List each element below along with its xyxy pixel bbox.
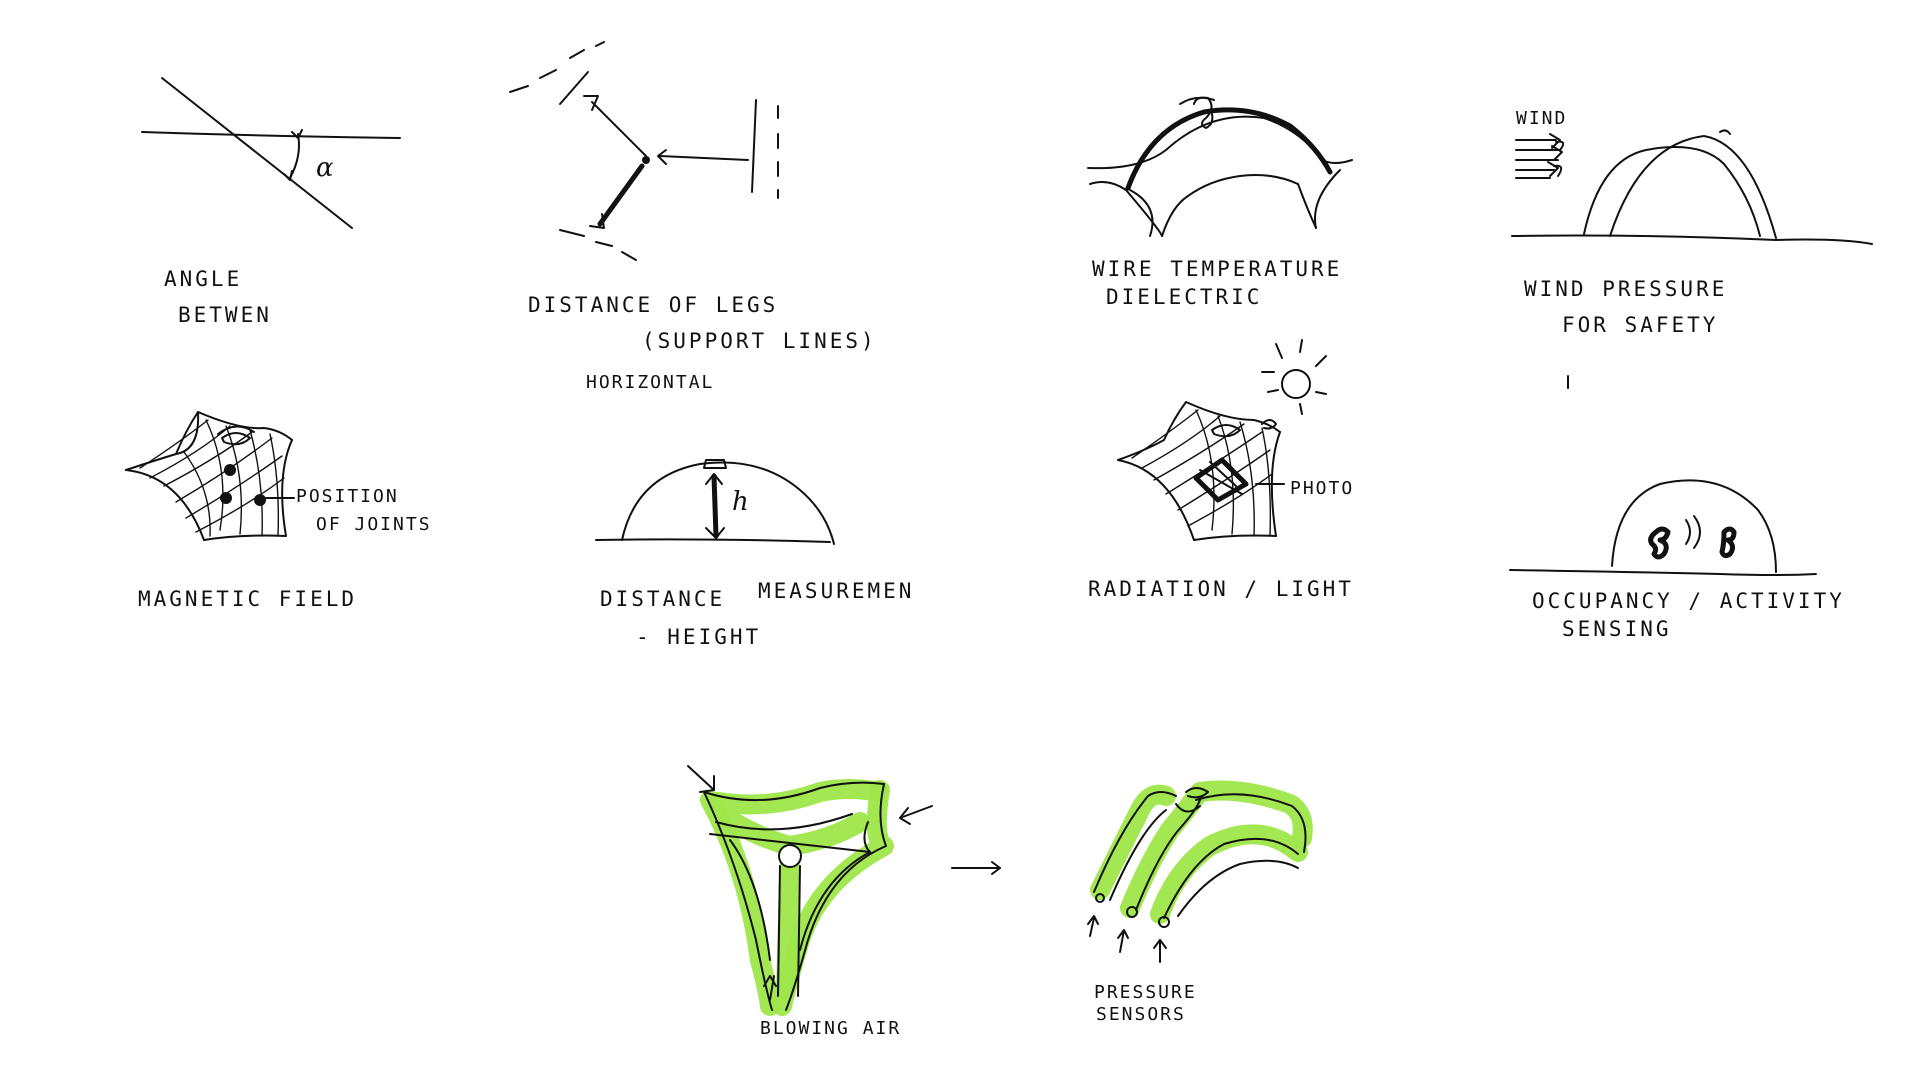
blowing-air-sketch: BLOWING AIR xyxy=(687,765,933,1039)
wire-temperature-sketch: WIRE TEMPERATURE DIELECTRIC xyxy=(1087,96,1353,309)
inflated-tube-right xyxy=(1150,824,1308,924)
height-symbol: h xyxy=(732,487,749,517)
legs-label-line-1: DISTANCE OF LEGS xyxy=(528,293,778,317)
occupancy-label-line-2: SENSING xyxy=(1562,617,1672,641)
wire-label-line-2: DIELECTRIC xyxy=(1106,285,1262,309)
air-tube-top xyxy=(708,779,888,815)
wind-pressure-sketch: WIND WIND PRESSURE FOR SAFETY xyxy=(1511,108,1873,389)
magnetic-label: MAGNETIC FIELD xyxy=(138,587,357,611)
height-label-line-2: MEASUREMEN xyxy=(758,579,914,603)
height-label-line-1: DISTANCE xyxy=(600,587,725,611)
sensor-node-2 xyxy=(1126,906,1138,918)
angle-label-line-1: ANGLE xyxy=(164,267,242,291)
angle-sketch: α ANGLE BETWEN xyxy=(141,77,401,327)
magnetic-field-sketch: POSITION OF JOINTS MAGNETIC FIELD xyxy=(125,411,432,611)
occupancy-sketch: OCCUPANCY / ACTIVITY SENSING xyxy=(1509,479,1845,641)
inflated-tube-mid xyxy=(1120,786,1206,918)
wind-label-line-1: WIND PRESSURE xyxy=(1524,277,1727,301)
pressure-label-line-1: PRESSURE xyxy=(1094,982,1197,1003)
radiation-label: RADIATION / LIGHT xyxy=(1088,577,1354,601)
wind-annotation: WIND xyxy=(1516,108,1567,129)
transition-arrow xyxy=(951,861,1001,875)
pressure-sensors-sketch: PRESSURE SENSORS xyxy=(1087,780,1313,1025)
magnetic-annotation-line-1: POSITION xyxy=(296,486,399,507)
height-label-line-3: - HEIGHT xyxy=(636,625,761,649)
sensor-node-1 xyxy=(1095,893,1105,903)
distance-of-legs-sketch: DISTANCE OF LEGS (SUPPORT LINES) HORIZON… xyxy=(509,41,877,393)
wind-label-line-2: FOR SAFETY xyxy=(1562,313,1718,337)
angle-label-line-2: BETWEN xyxy=(178,303,272,327)
distance-height-sketch: h DISTANCE MEASUREMEN - HEIGHT xyxy=(595,459,914,649)
angle-symbol: α xyxy=(316,153,334,183)
inflated-tube-top xyxy=(1190,780,1313,848)
magnetic-annotation-line-2: OF JOINTS xyxy=(316,514,432,535)
inflated-tube-left xyxy=(1090,784,1176,900)
occupancy-label-line-1: OCCUPANCY / ACTIVITY xyxy=(1532,589,1845,613)
pressure-label-line-2: SENSORS xyxy=(1096,1004,1186,1025)
legs-label-line-2: (SUPPORT LINES) xyxy=(642,329,877,353)
radiation-annotation: PHOTO xyxy=(1290,478,1354,499)
wire-label-line-1: WIRE TEMPERATURE xyxy=(1092,257,1342,281)
air-inlet-node xyxy=(778,844,802,868)
radiation-light-sketch: PHOTO RADIATION / LIGHT xyxy=(1088,339,1354,601)
blowing-air-label: BLOWING AIR xyxy=(760,1018,901,1039)
sensor-node-3 xyxy=(1158,916,1170,928)
legs-label-line-3: HORIZONTAL xyxy=(586,372,714,393)
